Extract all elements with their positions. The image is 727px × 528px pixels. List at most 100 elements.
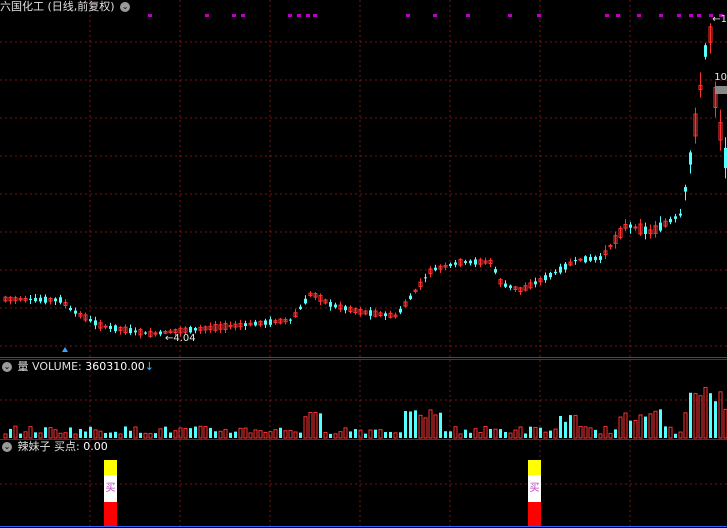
candle <box>623 223 628 229</box>
price-chart-pane[interactable]: 六国化工 (日线,前复权) ⌄ ←1 10 ←4.04 <box>0 0 727 358</box>
volume-bar <box>243 427 248 439</box>
candle <box>8 296 13 302</box>
volume-bar <box>539 427 542 438</box>
candle <box>613 235 618 244</box>
volume-bar <box>313 412 318 439</box>
volume-bar <box>189 428 192 438</box>
candle <box>98 322 103 329</box>
volume-bar <box>559 415 562 438</box>
volume-bar <box>453 426 458 439</box>
volume-bar <box>683 412 688 439</box>
volume-bar <box>709 393 712 438</box>
volume-bar <box>229 432 232 438</box>
candle <box>13 297 18 302</box>
candle <box>538 278 543 283</box>
candle <box>554 271 557 274</box>
signal-marker <box>466 14 470 17</box>
candle <box>74 310 77 314</box>
candle <box>238 322 243 328</box>
collapse-icon[interactable]: ⌄ <box>2 362 12 372</box>
candle <box>94 320 97 326</box>
volume-bar <box>414 410 417 438</box>
volume-bar <box>384 432 387 438</box>
candle <box>134 330 137 333</box>
candle <box>344 306 347 311</box>
volume-bar <box>674 433 677 438</box>
candle <box>378 312 383 317</box>
candle <box>109 325 112 329</box>
candle <box>293 312 298 317</box>
candle <box>693 113 698 137</box>
volume-bar <box>378 429 383 439</box>
volume-bar <box>333 433 338 439</box>
candle <box>313 293 318 298</box>
volume-pane[interactable]: ⌄ 量 VOLUME: 360310.00↓ <box>0 359 727 439</box>
candle <box>594 256 597 261</box>
candle <box>498 279 503 285</box>
candle <box>599 256 602 260</box>
volume-bar <box>84 431 87 438</box>
volume-bar <box>573 414 578 439</box>
volume-bar <box>603 426 608 439</box>
volume-bar <box>9 428 12 438</box>
candle <box>173 329 178 334</box>
volume-bar <box>524 433 527 438</box>
signal-marker <box>637 14 641 17</box>
volume-bar <box>433 414 438 439</box>
buy-signal-top <box>528 460 541 475</box>
volume-bar <box>689 392 692 438</box>
buy-signal-top <box>104 460 117 475</box>
volume-bar <box>368 429 373 439</box>
candle <box>123 326 128 334</box>
chevron-down-icon[interactable]: ⌄ <box>120 2 131 12</box>
candle <box>584 256 587 263</box>
candle <box>559 266 562 273</box>
indicator-pane[interactable]: ⌄ 辣妹子 买点: 0.00 买 买 <box>0 439 727 528</box>
candle <box>3 296 8 302</box>
collapse-icon[interactable]: ⌄ <box>2 442 12 452</box>
candle <box>228 324 233 328</box>
candle <box>704 45 707 57</box>
volume-bar <box>464 429 467 438</box>
candle <box>363 310 368 315</box>
signal-marker <box>719 14 723 17</box>
volume-chart[interactable] <box>0 360 727 439</box>
signal-marker <box>659 14 663 17</box>
candle <box>159 331 162 335</box>
candle <box>269 319 272 325</box>
volume-bar <box>564 421 567 438</box>
volume-bar <box>258 430 263 439</box>
candle <box>138 329 143 336</box>
high-price-label: ←1 <box>712 14 727 25</box>
candle <box>483 260 488 264</box>
volume-bar <box>349 431 352 438</box>
buy-signal-text: 买 <box>104 475 117 502</box>
volume-bar <box>358 429 363 439</box>
candle <box>458 258 463 266</box>
candle <box>393 314 398 318</box>
volume-bar <box>143 432 148 439</box>
candle <box>213 324 218 331</box>
candle <box>54 298 57 302</box>
volume-bar <box>329 433 332 438</box>
volume-bar <box>268 431 273 439</box>
volume-bar <box>483 425 488 439</box>
candle <box>549 273 552 278</box>
up-arrow-icon <box>62 347 68 352</box>
candle <box>254 321 257 326</box>
candle <box>283 318 288 323</box>
candle <box>578 258 583 261</box>
volume-bar <box>308 411 313 439</box>
signal-marker <box>616 14 620 17</box>
volume-bar <box>129 430 132 438</box>
signal-marker <box>306 14 310 17</box>
volume-header: ⌄ 量 VOLUME: 360310.00↓ <box>0 360 154 374</box>
signal-marker <box>697 14 701 17</box>
candle <box>78 312 83 317</box>
volume-bar <box>648 413 653 439</box>
signal-marker <box>148 14 152 17</box>
candlestick-chart[interactable] <box>0 0 727 358</box>
volume-bar <box>109 432 112 438</box>
volume-bar <box>659 409 662 438</box>
candle <box>348 306 353 312</box>
